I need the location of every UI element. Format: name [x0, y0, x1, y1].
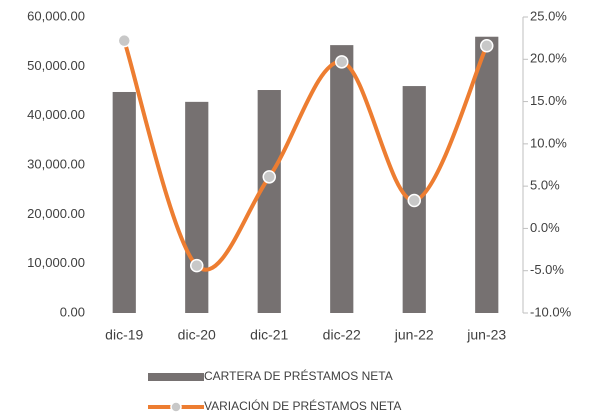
legend-swatch — [148, 373, 204, 381]
bar — [257, 90, 281, 313]
y-tick-label: 60,000.00 — [27, 8, 85, 23]
line-marker — [190, 258, 204, 273]
legend-label: VARIACIÓN DE PRÉSTAMOS NETA — [204, 398, 401, 413]
x-tick-label: dic-20 — [178, 327, 216, 343]
y2-tick-label: 25.0% — [530, 8, 567, 23]
y2-tick-label: 20.0% — [530, 51, 567, 66]
bar — [475, 36, 499, 313]
y-tick-label: 20,000.00 — [27, 206, 85, 221]
x-tick-label: dic-21 — [250, 327, 288, 343]
line-marker — [407, 193, 421, 208]
y-tick-label: 30,000.00 — [27, 156, 85, 171]
y2-tick-label: 10.0% — [530, 135, 567, 150]
x-tick-label: jun-22 — [394, 327, 434, 343]
bar — [330, 45, 354, 314]
line-marker — [262, 170, 276, 184]
line-marker — [117, 33, 131, 48]
y2-tick-label: -10.0% — [530, 304, 572, 319]
y2-tick-label: 0.0% — [530, 220, 560, 235]
x-tick-label: jun-23 — [466, 327, 506, 343]
y2-tick-label: 15.0% — [530, 93, 567, 108]
y-tick-label: 40,000.00 — [27, 107, 85, 122]
line-marker — [335, 55, 349, 69]
y2-tick-label: -5.0% — [530, 262, 564, 277]
bar — [112, 91, 136, 313]
bar — [185, 101, 209, 313]
y2-tick-label: 5.0% — [530, 178, 560, 193]
y-tick-label: 50,000.00 — [27, 58, 85, 73]
y-tick-label: 10,000.00 — [27, 255, 85, 270]
legend-marker — [170, 401, 182, 413]
line — [122, 38, 489, 272]
legend-label: CARTERA DE PRÉSTAMOS NETA — [204, 368, 393, 383]
y-tick-label: 0.00 — [60, 304, 85, 319]
line-marker — [480, 39, 494, 53]
x-tick-label: dic-19 — [105, 327, 143, 343]
x-tick-label: dic-22 — [323, 327, 361, 343]
